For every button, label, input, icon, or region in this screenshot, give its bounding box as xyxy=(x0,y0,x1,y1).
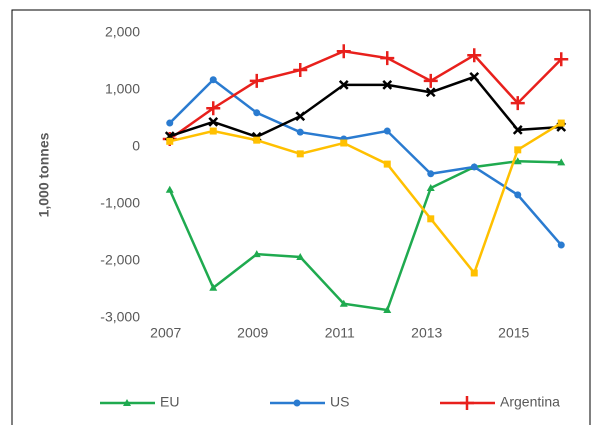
y-tick-label: -1,000 xyxy=(100,195,140,211)
marker xyxy=(166,137,174,145)
marker xyxy=(425,87,436,98)
marker xyxy=(165,185,174,193)
marker xyxy=(557,158,566,166)
marker xyxy=(557,119,565,127)
marker xyxy=(339,299,348,307)
marker xyxy=(249,73,264,88)
marker xyxy=(295,111,306,122)
marker xyxy=(252,250,261,258)
marker xyxy=(426,184,435,192)
marker xyxy=(512,125,523,135)
x-tick-label: 2011 xyxy=(325,325,355,341)
marker xyxy=(340,139,348,147)
x-tick-label: 2013 xyxy=(411,325,442,341)
marker xyxy=(253,109,261,117)
marker xyxy=(380,51,395,66)
y-tick-label: 1,000 xyxy=(105,81,140,97)
marker xyxy=(293,63,308,78)
series-line xyxy=(168,159,562,312)
series-line xyxy=(169,49,563,141)
marker xyxy=(209,283,218,291)
marker xyxy=(296,253,305,261)
marker xyxy=(557,241,565,249)
legend-label: EU xyxy=(160,394,179,410)
legend-marker xyxy=(460,396,474,410)
y-tick-label: 0 xyxy=(132,138,140,154)
marker xyxy=(383,127,391,135)
marker xyxy=(469,72,480,82)
marker xyxy=(209,127,217,135)
y-tick-label: 2,000 xyxy=(105,24,140,40)
marker xyxy=(554,52,569,67)
x-tick-label: 2015 xyxy=(498,325,529,341)
legend-label: US xyxy=(330,394,349,410)
frame xyxy=(11,9,591,425)
x-tick-label: 2009 xyxy=(237,325,268,341)
marker xyxy=(427,170,435,178)
marker xyxy=(423,73,438,88)
series-line xyxy=(169,121,562,276)
marker xyxy=(470,269,478,277)
marker xyxy=(383,306,392,314)
marker xyxy=(382,79,393,90)
marker xyxy=(514,191,522,199)
y-tick-label: -3,000 xyxy=(100,309,140,325)
marker xyxy=(470,163,478,171)
marker xyxy=(467,48,482,63)
y-axis-label: 1,000 tonnes xyxy=(36,132,52,217)
marker xyxy=(427,215,435,223)
legend-label: Argentina xyxy=(500,394,560,410)
marker xyxy=(514,146,522,154)
marker xyxy=(208,117,219,127)
marker xyxy=(296,150,304,158)
marker xyxy=(253,136,261,144)
series-line xyxy=(168,78,563,246)
marker xyxy=(209,76,217,84)
marker xyxy=(296,128,304,136)
series-line xyxy=(169,75,562,139)
x-tick-label: 2007 xyxy=(150,325,181,341)
marker xyxy=(513,157,522,165)
marker xyxy=(206,101,221,116)
marker xyxy=(336,44,351,59)
legend-marker xyxy=(123,399,131,406)
marker xyxy=(338,79,349,90)
marker xyxy=(383,160,391,168)
marker xyxy=(510,96,525,111)
marker xyxy=(166,119,174,127)
y-tick-label: -2,000 xyxy=(100,252,140,268)
legend-marker xyxy=(293,399,301,407)
